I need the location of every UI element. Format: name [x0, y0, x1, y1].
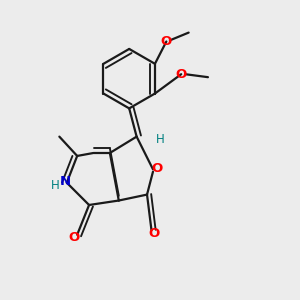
Text: O: O [161, 35, 172, 48]
Text: H: H [50, 179, 59, 192]
Text: O: O [151, 162, 162, 175]
Text: O: O [149, 227, 160, 240]
Text: O: O [69, 231, 80, 244]
Text: H: H [156, 133, 165, 146]
Text: O: O [176, 68, 187, 81]
Text: N: N [60, 175, 71, 188]
